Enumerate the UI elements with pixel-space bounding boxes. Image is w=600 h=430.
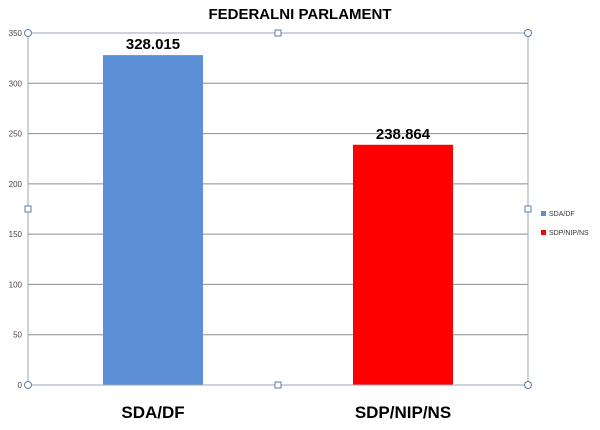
x-tick-label: SDP/NIP/NS [355,403,451,422]
resize-handle-side[interactable] [274,381,282,389]
y-tick-label: 300 [9,79,23,88]
data-label: 328.015 [126,36,180,53]
legend-entry: SDP/NIP/NS [549,230,589,237]
y-tick-label: 200 [9,180,23,189]
resize-handle-side[interactable] [274,29,282,37]
y-tick-label: 0 [18,381,23,390]
bar-sda-df [103,55,203,386]
legend-swatch [541,230,546,235]
y-tick-label: 350 [9,29,23,38]
data-labels: 328.015 238.864 [126,36,431,143]
resize-handle-corner[interactable] [524,29,532,37]
y-tick-label: 100 [9,280,23,289]
x-tick-label: SDA/DF [121,403,184,422]
resize-handle-side[interactable] [24,205,32,213]
x-axis-ticks: SDA/DF SDP/NIP/NS [121,403,451,422]
y-tick-label: 150 [9,230,23,239]
bar-sdp-nip-ns [353,144,453,385]
resize-handle-corner[interactable] [24,29,32,37]
chart-title: FEDERALNI PARLAMENT [208,6,391,23]
selection-frame[interactable] [24,29,532,389]
legend-swatch [541,211,546,216]
resize-handle-corner[interactable] [524,381,532,389]
bars [103,55,453,386]
resize-handle-side[interactable] [524,205,532,213]
data-label: 238.864 [376,126,431,143]
legend: SDA/DF SDP/NIP/NS [541,211,589,237]
y-axis-ticks: 0 50 100 150 200 250 300 350 [9,29,23,390]
y-tick-label: 50 [13,331,22,340]
resize-handle-corner[interactable] [24,381,32,389]
legend-entry: SDA/DF [549,211,575,218]
y-tick-label: 250 [9,130,23,139]
